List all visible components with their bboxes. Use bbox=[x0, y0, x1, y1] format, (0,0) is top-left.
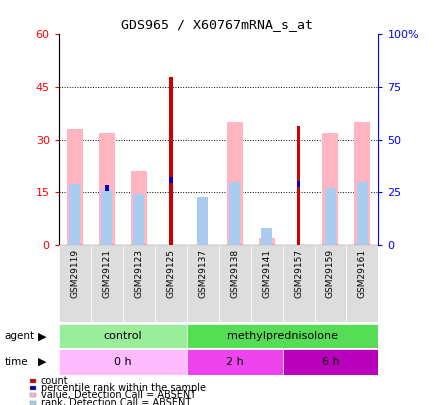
Bar bbox=[228, 182, 240, 245]
Text: GSM29141: GSM29141 bbox=[261, 249, 270, 298]
Bar bbox=[197, 196, 208, 245]
Bar bbox=[101, 190, 112, 245]
Bar bbox=[168, 177, 172, 183]
Bar bbox=[105, 185, 108, 191]
Bar bbox=[91, 245, 122, 322]
Text: GSM29137: GSM29137 bbox=[197, 249, 207, 298]
Bar bbox=[59, 324, 186, 348]
Bar bbox=[282, 349, 378, 375]
Bar bbox=[354, 122, 370, 245]
Bar bbox=[346, 245, 378, 322]
Text: ▶: ▶ bbox=[38, 357, 47, 367]
Bar bbox=[282, 245, 314, 322]
Bar bbox=[59, 245, 91, 322]
Text: GSM29157: GSM29157 bbox=[293, 249, 302, 298]
Text: GSM29159: GSM29159 bbox=[325, 249, 334, 298]
Bar bbox=[260, 228, 272, 245]
Bar bbox=[226, 122, 242, 245]
Bar bbox=[314, 245, 345, 322]
Text: GSM29161: GSM29161 bbox=[357, 249, 366, 298]
Bar bbox=[66, 129, 82, 245]
Bar bbox=[356, 182, 367, 245]
Text: GSM29123: GSM29123 bbox=[134, 249, 143, 298]
Text: 2 h: 2 h bbox=[225, 357, 243, 367]
Text: 0 h: 0 h bbox=[114, 357, 131, 367]
Bar bbox=[186, 349, 282, 375]
Text: GSM29121: GSM29121 bbox=[102, 249, 111, 298]
Text: ▶: ▶ bbox=[38, 331, 47, 341]
Text: percentile rank within the sample: percentile rank within the sample bbox=[41, 383, 205, 393]
Text: GSM29138: GSM29138 bbox=[230, 249, 239, 298]
Text: GSM29119: GSM29119 bbox=[70, 249, 79, 298]
Bar bbox=[59, 349, 186, 375]
Text: GDS965 / X60767mRNA_s_at: GDS965 / X60767mRNA_s_at bbox=[121, 18, 313, 31]
Text: agent: agent bbox=[4, 331, 34, 341]
Text: methylprednisolone: methylprednisolone bbox=[227, 331, 337, 341]
Bar bbox=[99, 133, 115, 245]
Bar bbox=[322, 133, 338, 245]
Text: 6 h: 6 h bbox=[321, 357, 339, 367]
Text: rank, Detection Call = ABSENT: rank, Detection Call = ABSENT bbox=[41, 398, 191, 405]
Text: GSM29125: GSM29125 bbox=[166, 249, 175, 298]
Bar bbox=[186, 324, 378, 348]
Bar bbox=[296, 181, 300, 187]
Bar bbox=[155, 245, 186, 322]
Bar bbox=[324, 188, 335, 245]
Bar bbox=[250, 245, 282, 322]
Bar bbox=[218, 245, 250, 322]
Text: value, Detection Call = ABSENT: value, Detection Call = ABSENT bbox=[41, 390, 196, 400]
Bar bbox=[296, 126, 300, 245]
Bar bbox=[258, 238, 274, 245]
Text: count: count bbox=[41, 376, 69, 386]
Text: control: control bbox=[103, 331, 141, 341]
Bar bbox=[186, 245, 218, 322]
Bar bbox=[133, 194, 144, 245]
Text: time: time bbox=[4, 357, 28, 367]
Bar bbox=[122, 245, 155, 322]
Bar bbox=[168, 77, 172, 245]
Bar bbox=[130, 171, 146, 245]
Bar bbox=[69, 184, 80, 245]
